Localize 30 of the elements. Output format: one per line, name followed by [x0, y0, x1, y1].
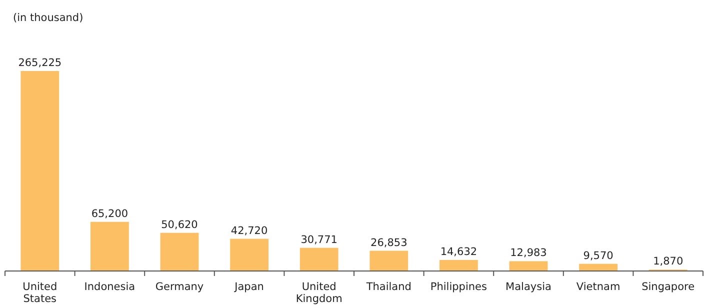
data-label: 14,632: [440, 246, 478, 258]
data-label: 65,200: [91, 208, 128, 220]
x-tick-label: Malaysia: [506, 281, 552, 293]
data-label: 12,983: [510, 247, 547, 260]
x-tick-label: Philippines: [430, 281, 487, 293]
bar: [509, 261, 548, 271]
y-axis-title: (in thousand): [13, 12, 84, 24]
bar: [230, 238, 268, 271]
bar: [90, 222, 129, 271]
data-label: 26,853: [370, 236, 408, 249]
data-label: 9,570: [583, 250, 614, 262]
x-tick-label: Germany: [155, 281, 204, 293]
x-tick-label: Indonesia: [84, 281, 136, 293]
bar: [440, 260, 478, 271]
x-tick-label: United Kingdom: [296, 281, 342, 305]
bar: [579, 264, 618, 271]
bar: [370, 250, 408, 271]
data-label: 265,225: [18, 57, 62, 69]
bar: [20, 71, 60, 271]
x-tick-label: Thailand: [365, 281, 412, 293]
data-label: 30,771: [300, 234, 338, 246]
x-tick-label: Japan: [234, 281, 264, 293]
x-tick-label: Vietnam: [576, 281, 620, 293]
bar: [160, 232, 199, 271]
x-tick-label: United States: [22, 281, 58, 305]
data-label: 42,720: [230, 224, 268, 237]
data-label: 50,620: [161, 218, 198, 231]
data-label: 1,870: [653, 256, 684, 268]
bar: [300, 248, 338, 271]
x-tick-label: Singapore: [642, 281, 695, 293]
